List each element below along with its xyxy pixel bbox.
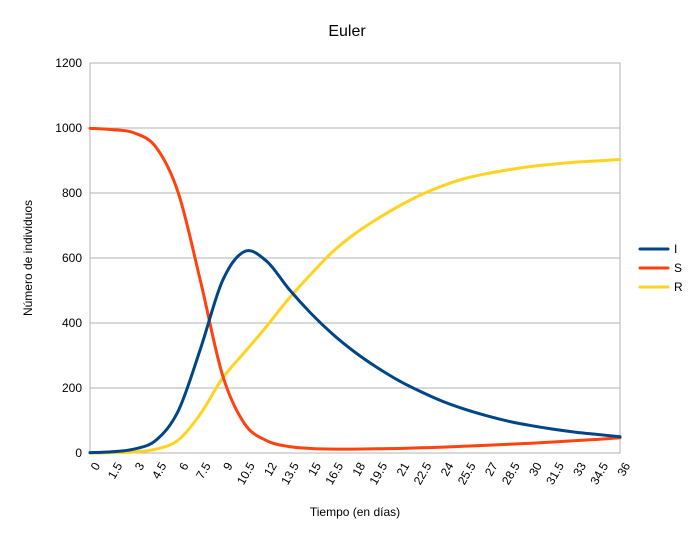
y-tick-label: 800 xyxy=(62,186,82,200)
x-tick-label: 0 xyxy=(88,460,104,473)
x-tick-label: 6 xyxy=(176,460,192,473)
x-tick-label: 27 xyxy=(482,460,501,479)
x-tick-label: 33 xyxy=(570,460,589,479)
y-tick-label: 0 xyxy=(75,446,82,460)
x-tick-label: 4.5 xyxy=(149,460,170,482)
x-tick-label: 34.5 xyxy=(587,460,611,488)
y-tick-label: 200 xyxy=(62,381,82,395)
x-tick-label: 1.5 xyxy=(105,460,126,482)
x-tick-label: 12 xyxy=(261,460,280,479)
series-line-R xyxy=(88,158,622,455)
series-lines xyxy=(88,126,622,455)
legend-label-I: I xyxy=(674,242,677,256)
x-axis-label: Tiempo (en días) xyxy=(310,505,400,519)
legend: ISR xyxy=(638,242,683,294)
x-tick-label: 13.5 xyxy=(278,460,302,488)
x-tick-label: 3 xyxy=(132,460,148,473)
x-tick-label: 16.5 xyxy=(322,460,346,488)
y-tick-label: 1000 xyxy=(55,121,82,135)
x-tick-label: 28.5 xyxy=(499,460,523,488)
x-tick-label: 22.5 xyxy=(411,460,435,488)
x-tick-label: 7.5 xyxy=(193,460,214,482)
chart-title: Euler xyxy=(328,23,366,40)
x-tick-label: 18 xyxy=(349,460,368,479)
y-tick-label: 400 xyxy=(62,316,82,330)
x-tick-label: 24 xyxy=(438,460,457,479)
x-tick-label: 19.5 xyxy=(366,460,390,488)
y-tick-label: 1200 xyxy=(55,56,82,70)
x-tick-label: 36 xyxy=(614,460,633,479)
x-tick-label: 15 xyxy=(305,460,324,479)
x-tick-label: 21 xyxy=(394,460,413,479)
x-tick-label: 25.5 xyxy=(455,460,479,488)
plot-area xyxy=(89,62,621,454)
gridlines xyxy=(90,62,620,454)
x-tick-label: 9 xyxy=(220,460,236,473)
legend-label-R: R xyxy=(674,280,683,294)
series-line-I xyxy=(88,249,622,455)
series-line-S xyxy=(88,126,622,451)
x-tick-label: 10.5 xyxy=(234,460,258,488)
y-axis-label: Número de individuos xyxy=(21,200,35,316)
x-tick-label: 30 xyxy=(526,460,545,479)
y-tick-label: 600 xyxy=(62,251,82,265)
x-tick-label: 31.5 xyxy=(543,460,567,488)
y-axis-tick-labels: 0 200 400 600 800 1000 1200 xyxy=(55,56,82,460)
legend-label-S: S xyxy=(674,261,682,275)
